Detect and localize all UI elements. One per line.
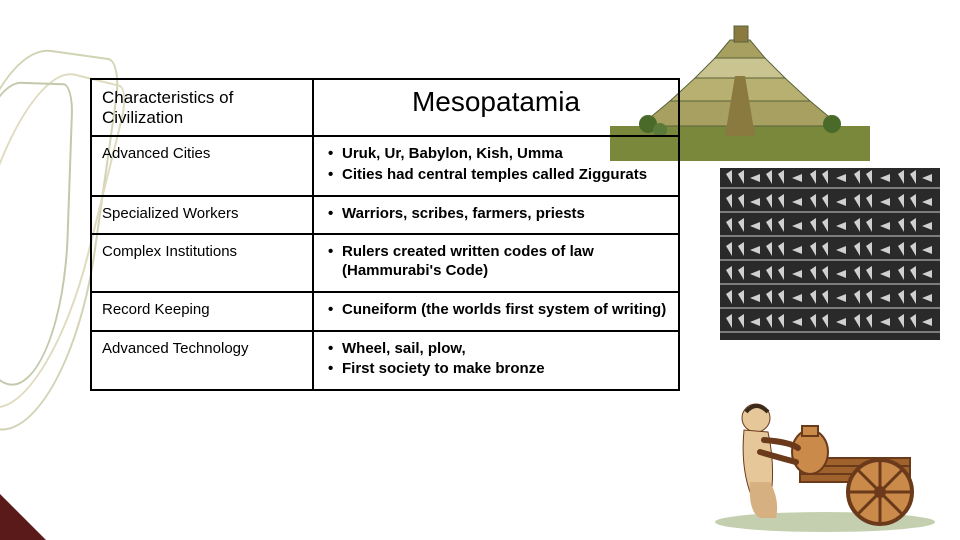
bullet: Warriors, scribes, farmers, priests [342, 205, 668, 224]
row-label-advanced-cities: Advanced Cities [91, 136, 313, 196]
bullet: Rulers created written codes of law (Ham… [342, 243, 668, 281]
civilization-table: Characteristics of Civilization Mesopata… [90, 78, 680, 391]
row-label-advanced-technology: Advanced Technology [91, 331, 313, 391]
row-label-specialized-workers: Specialized Workers [91, 196, 313, 235]
row-label-complex-institutions: Complex Institutions [91, 234, 313, 292]
row-content-advanced-cities: Uruk, Ur, Babylon, Kish, Umma Cities had… [313, 136, 679, 196]
bullet: Wheel, sail, plow, [342, 340, 668, 359]
row-label-record-keeping: Record Keeping [91, 292, 313, 331]
potter-wheel-image [710, 382, 940, 532]
header-characteristics: Characteristics of Civilization [91, 79, 313, 136]
header-mesopotamia: Mesopatamia [313, 79, 679, 136]
bullet: Cuneiform (the worlds first system of wr… [342, 301, 668, 320]
corner-accent [0, 494, 46, 540]
cuneiform-image [720, 168, 940, 340]
bullet: First society to make bronze [342, 360, 668, 379]
row-content-specialized-workers: Warriors, scribes, farmers, priests [313, 196, 679, 235]
bullet: Uruk, Ur, Babylon, Kish, Umma [342, 145, 668, 164]
row-content-record-keeping: Cuneiform (the worlds first system of wr… [313, 292, 679, 331]
row-content-complex-institutions: Rulers created written codes of law (Ham… [313, 234, 679, 292]
bullet: Cities had central temples called Ziggur… [342, 166, 668, 185]
row-content-advanced-technology: Wheel, sail, plow, First society to make… [313, 331, 679, 391]
